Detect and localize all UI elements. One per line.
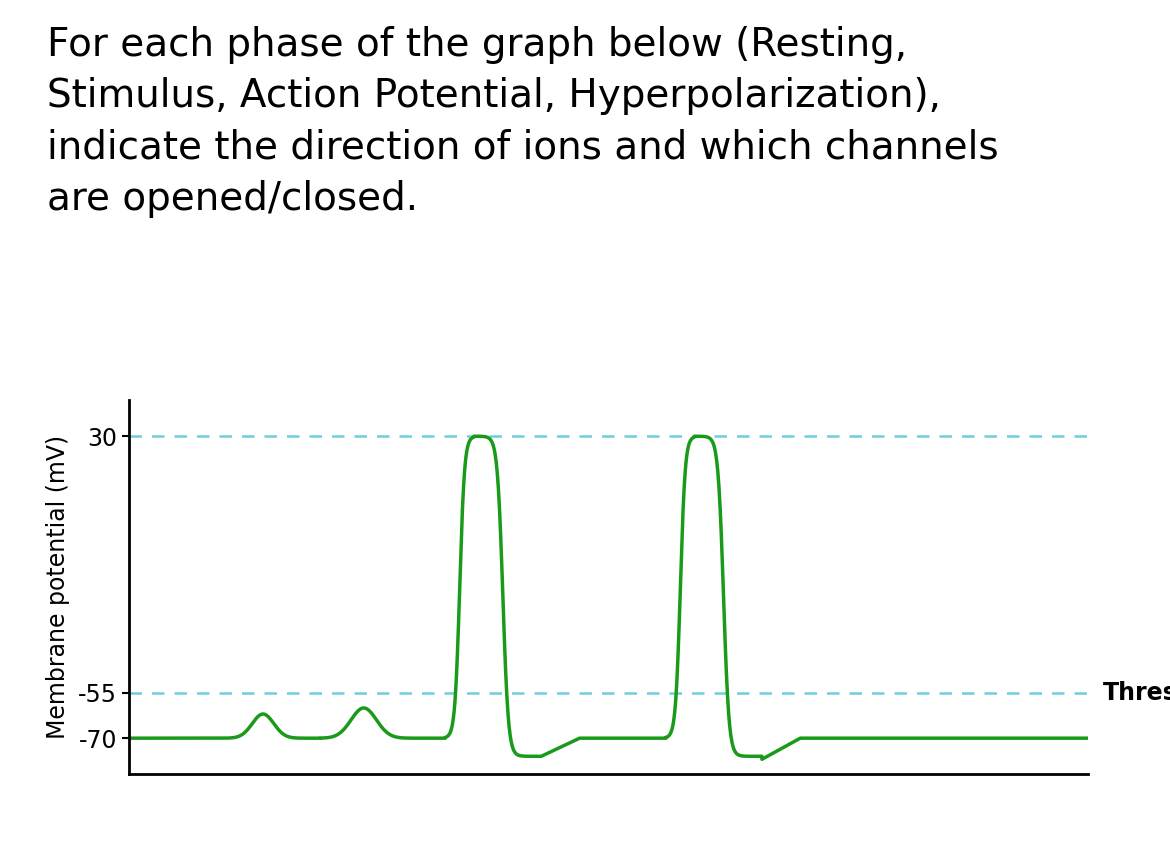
- Text: For each phase of the graph below (Resting,
Stimulus, Action Potential, Hyperpol: For each phase of the graph below (Resti…: [47, 26, 998, 218]
- Text: Threshold: Threshold: [1102, 681, 1170, 705]
- Y-axis label: Membrane potential (mV): Membrane potential (mV): [46, 435, 69, 740]
